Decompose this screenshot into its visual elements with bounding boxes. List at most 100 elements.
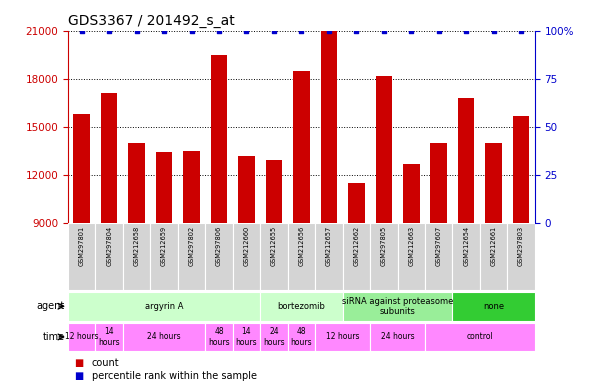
Text: time: time (43, 332, 65, 342)
Bar (205, 323, 233, 351)
Text: argyrin A: argyrin A (145, 302, 183, 311)
Text: GSM212662: GSM212662 (353, 226, 359, 266)
Bar (370, 323, 425, 351)
Point (269, 28, 279, 34)
Text: GSM212659: GSM212659 (161, 226, 167, 266)
Bar (238, 156, 255, 367)
Text: 12 hours: 12 hours (65, 333, 99, 341)
Bar (315, 323, 370, 351)
Bar (343, 292, 453, 321)
Text: GSM297607: GSM297607 (436, 226, 441, 266)
Bar (288, 223, 315, 290)
Text: GSM297805: GSM297805 (381, 226, 387, 266)
Text: GSM212663: GSM212663 (408, 226, 414, 266)
Point (517, 28, 526, 34)
Text: bortezomib: bortezomib (277, 302, 326, 311)
Text: 14
hours: 14 hours (98, 327, 120, 347)
Bar (68, 323, 95, 351)
Point (242, 28, 251, 34)
Bar (150, 223, 178, 290)
Text: GSM297806: GSM297806 (216, 226, 222, 266)
Bar (348, 183, 365, 367)
Bar (343, 223, 370, 290)
Point (132, 28, 141, 34)
Bar (260, 323, 288, 351)
Bar (315, 223, 343, 290)
Text: GSM212654: GSM212654 (463, 226, 469, 266)
Text: 24
hours: 24 hours (263, 327, 285, 347)
Point (105, 28, 114, 34)
Bar (183, 151, 200, 367)
Bar (398, 223, 425, 290)
Point (77, 28, 86, 34)
Text: ■: ■ (74, 358, 83, 368)
Bar (425, 223, 453, 290)
Bar (453, 292, 535, 321)
Text: GSM297804: GSM297804 (106, 226, 112, 266)
Bar (260, 292, 343, 321)
Text: GSM212661: GSM212661 (491, 226, 496, 266)
Bar (233, 223, 260, 290)
Bar (101, 93, 118, 367)
Bar (95, 323, 123, 351)
Text: 48
hours: 48 hours (208, 327, 230, 347)
Point (187, 28, 196, 34)
Text: control: control (466, 333, 493, 341)
Bar (68, 292, 260, 321)
Bar (73, 114, 90, 367)
Point (434, 28, 443, 34)
Text: GSM212656: GSM212656 (298, 226, 304, 266)
Bar (211, 55, 228, 367)
Bar (430, 143, 447, 367)
Bar (123, 223, 150, 290)
Bar (156, 152, 173, 367)
Text: GSM297803: GSM297803 (518, 226, 524, 266)
Point (297, 28, 306, 34)
Text: agent: agent (37, 301, 65, 311)
Point (215, 28, 224, 34)
Bar (68, 223, 95, 290)
Text: count: count (92, 358, 119, 368)
Bar (178, 223, 205, 290)
Text: 12 hours: 12 hours (326, 333, 359, 341)
Bar (508, 223, 535, 290)
Bar (233, 323, 260, 351)
Bar (321, 31, 337, 367)
Text: GSM297802: GSM297802 (189, 226, 194, 266)
Text: none: none (483, 302, 504, 311)
Bar (288, 323, 315, 351)
Text: GSM212657: GSM212657 (326, 226, 332, 266)
Bar (458, 98, 475, 367)
Bar (95, 223, 123, 290)
Point (352, 28, 361, 34)
Point (407, 28, 416, 34)
Bar (403, 164, 420, 367)
Bar (370, 223, 398, 290)
Bar (266, 161, 282, 367)
Point (379, 28, 388, 34)
Text: percentile rank within the sample: percentile rank within the sample (92, 371, 256, 381)
Bar (513, 116, 530, 367)
Text: GSM212660: GSM212660 (243, 226, 249, 266)
Text: siRNA against proteasome
subunits: siRNA against proteasome subunits (342, 296, 453, 316)
Bar (260, 223, 288, 290)
Text: GDS3367 / 201492_s_at: GDS3367 / 201492_s_at (68, 14, 235, 28)
Bar (453, 223, 480, 290)
Text: GSM212655: GSM212655 (271, 226, 277, 266)
Bar (425, 323, 535, 351)
Text: GSM212658: GSM212658 (134, 226, 139, 266)
Bar (123, 323, 205, 351)
Point (489, 28, 498, 34)
Text: 24 hours: 24 hours (147, 333, 181, 341)
Bar (293, 71, 310, 367)
Point (324, 28, 333, 34)
Text: 48
hours: 48 hours (291, 327, 312, 347)
Bar (485, 143, 502, 367)
Bar (128, 143, 145, 367)
Text: GSM297801: GSM297801 (79, 226, 85, 266)
Text: 14
hours: 14 hours (236, 327, 257, 347)
Point (160, 28, 169, 34)
Text: ■: ■ (74, 371, 83, 381)
Point (462, 28, 471, 34)
Text: 24 hours: 24 hours (381, 333, 414, 341)
